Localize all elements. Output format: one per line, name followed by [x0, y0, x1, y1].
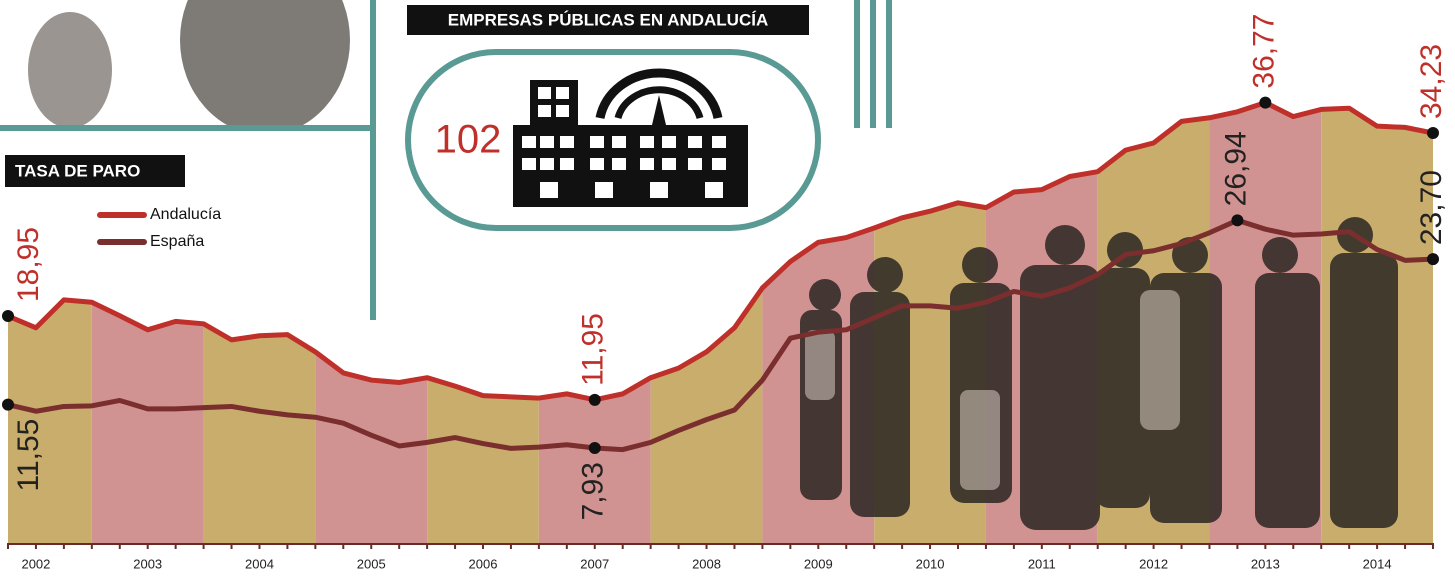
data-point — [2, 399, 14, 411]
data-point — [1259, 97, 1271, 109]
value-label: 36,77 — [1247, 13, 1280, 88]
value-label: 11,95 — [577, 313, 610, 386]
x-tick-label: 2008 — [692, 556, 721, 571]
data-point — [2, 310, 14, 322]
value-label: 18,95 — [12, 227, 45, 302]
data-point — [589, 394, 601, 406]
infographic: 2002 2003 2004 2005 2006 2007 2008 2009 2010 2011… — [0, 0, 1455, 576]
x-tick-label: 2014 — [1363, 556, 1392, 571]
panel-title: EMPRESAS PÚBLICAS EN ANDALUCÍA — [448, 10, 769, 29]
x-tick-label: 2013 — [1251, 556, 1280, 571]
x-tick-label: 2004 — [245, 556, 274, 571]
legend-label: Andalucía — [150, 206, 221, 223]
x-tick-label: 2002 — [21, 556, 50, 571]
data-point — [1427, 127, 1439, 139]
value-label: 26,94 — [1219, 131, 1252, 206]
x-tick-label: 2003 — [133, 556, 162, 571]
panel-value: 102 — [435, 118, 502, 162]
value-label: 7,93 — [577, 462, 610, 520]
data-point — [1231, 214, 1243, 226]
data-point — [589, 442, 601, 454]
x-tick-label: 2005 — [357, 556, 386, 571]
value-label: 23,70 — [1415, 170, 1448, 245]
legend: Andalucía España — [100, 206, 221, 250]
x-tick-label: 2010 — [916, 556, 945, 571]
x-tick-label: 2011 — [1028, 556, 1056, 571]
x-tick-label: 2007 — [580, 556, 609, 571]
x-tick-label: 2006 — [469, 556, 498, 571]
data-point — [1427, 253, 1439, 265]
value-label: 11,55 — [12, 419, 45, 492]
faces-photo — [0, 0, 370, 138]
chart-title: TASA DE PARO — [15, 161, 140, 180]
legend-label: España — [150, 233, 204, 250]
x-tick-label: 2012 — [1139, 556, 1168, 571]
value-label: 34,23 — [1415, 44, 1448, 119]
x-axis: 2002 2003 2004 2005 2006 2007 2008 2009 2010 2011… — [8, 543, 1433, 571]
x-tick-label: 2009 — [804, 556, 833, 571]
